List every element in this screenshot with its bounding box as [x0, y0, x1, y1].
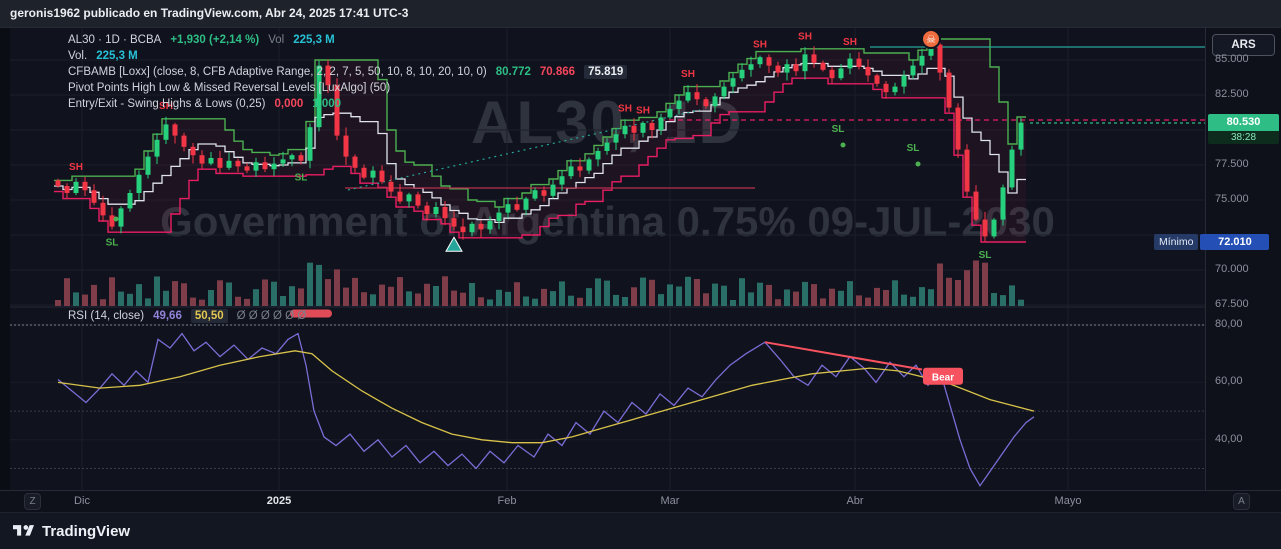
currency-button[interactable]: ARS: [1212, 34, 1275, 56]
last-price-value: 80.530: [1208, 113, 1279, 131]
candlestick-series: [55, 36, 1024, 242]
svg-text:SL: SL: [832, 124, 845, 135]
svg-text:SH: SH: [159, 101, 173, 112]
rsi-legend: RSI (14, close) 49,66 50,50 Ø Ø Ø Ø Ø Ø: [68, 309, 315, 326]
legend-item: +1,930 (+2,14 %): [170, 34, 260, 46]
legend-row: Pivot Points High Low & Missed Reversal …: [68, 82, 636, 98]
svg-text:SL: SL: [979, 250, 992, 261]
legend-item: RSI (14, close): [68, 310, 145, 322]
legend-item: 49,66: [153, 310, 182, 322]
publication-text: geronis1962 publicado en TradingView.com…: [10, 6, 409, 20]
skull-marker: [921, 29, 941, 49]
legend-item: 80.772: [495, 66, 531, 78]
svg-text:SH: SH: [798, 31, 812, 42]
legend-item: 1,000: [312, 98, 342, 110]
publication-header: geronis1962 publicado en TradingView.com…: [0, 0, 1281, 28]
legend-item: 0,000: [274, 98, 304, 110]
svg-text:Bear: Bear: [932, 373, 954, 384]
rsi-overbought-chip: [290, 309, 332, 318]
last-price-badge: 80.530 38:28: [1208, 113, 1279, 144]
time-axis-label: Mayo: [1054, 495, 1082, 507]
minimo-tag: Mínimo: [1154, 233, 1199, 250]
corner-badge-z[interactable]: Z: [24, 493, 41, 510]
legend-item: Vol: [268, 34, 285, 46]
pivot-markers: SH SH SH SH SH SH SH SH SL SL SL SL SL ☠: [69, 29, 992, 261]
svg-text:SH: SH: [753, 40, 767, 51]
corner-badge-a[interactable]: A: [1233, 493, 1250, 510]
svg-text:☠: ☠: [926, 34, 936, 46]
grid-layer: [10, 28, 1205, 490]
time-axis-label: Abr: [846, 495, 864, 507]
legend-item: 225,3 M: [293, 34, 335, 46]
rsi-ma-line: [57, 350, 1035, 444]
price-axis-label: 82.500: [1215, 88, 1249, 100]
bear-divergence-line: [764, 341, 923, 371]
price-axis-label: 85.000: [1215, 53, 1249, 65]
time-axis-label: Mar: [660, 495, 680, 507]
legend-row: Vol. 225,3 M: [68, 50, 636, 66]
rsi-axis-label: 60,00: [1215, 375, 1243, 388]
rsi-pane: Bear: [10, 309, 1205, 487]
rsi-line: [57, 332, 1035, 487]
legend-item: CFBAMB [Loxx] (close, 8, CFB Adaptive Ra…: [68, 66, 487, 78]
volume-series: [55, 260, 1024, 306]
legend-item: AL30 · 1D · BCBA: [68, 34, 162, 46]
time-axis-label: 2025: [266, 495, 292, 507]
svg-text:SL: SL: [106, 238, 119, 249]
price-chart-canvas[interactable]: SH SH SH SH SH SH SH SH SL SL SL SL SL ☠ Bear: [10, 28, 1205, 490]
legend-row: CFBAMB [Loxx] (close, 8, CFB Adaptive Ra…: [68, 65, 636, 82]
legend-item: Entry/Exit - Swing Highs & Lows (0,25): [68, 98, 266, 110]
svg-text:SL: SL: [295, 173, 308, 184]
chart-pane[interactable]: AL30, 1D Government of Argentina 0.75% 0…: [10, 28, 1205, 490]
legend-item: 225,3 M: [96, 50, 138, 62]
bear-label: [923, 367, 963, 385]
legend-item: Ø Ø Ø Ø Ø Ø: [236, 310, 307, 322]
legend-row: RSI (14, close) 49,66 50,50 Ø Ø Ø Ø Ø Ø: [68, 309, 315, 326]
price-axis-label: 67.500: [1215, 298, 1249, 310]
price-axis-label: 70.000: [1215, 263, 1249, 275]
svg-text:SL: SL: [907, 143, 920, 154]
entry-triangle-marker: [445, 236, 463, 252]
legend-row: Entry/Exit - Swing Highs & Lows (0,25) 0,…: [68, 98, 636, 114]
rsi-axis-label: 40,00: [1215, 432, 1243, 445]
session-low-row: Mínimo 72.010: [1154, 233, 1270, 250]
svg-text:SH: SH: [681, 69, 695, 80]
price-axis-label: 75.000: [1215, 193, 1249, 205]
legend-item: 70.866: [539, 66, 576, 78]
svg-text:SH: SH: [69, 162, 83, 173]
tradingview-logo-icon[interactable]: [13, 522, 34, 540]
legend-item: 50,50: [190, 309, 228, 323]
svg-text:SH: SH: [618, 103, 632, 114]
legend-item: 75.819: [584, 65, 628, 79]
price-axis[interactable]: ARS 85.000 82.500 77.500 75.000 70.000 67.500…: [1154, 28, 1281, 490]
svg-text:SH: SH: [843, 37, 857, 48]
legend-item: Pivot Points High Low & Missed Reversal …: [68, 82, 391, 94]
cfb-adaptive-range-band: [54, 38, 1026, 243]
bar-countdown: 38:28: [1208, 130, 1279, 144]
minimo-value: 72.010: [1200, 233, 1270, 250]
legend-row: AL30 · 1D · BCBA +1,930 (+2,14 %) Vol 225,3…: [68, 34, 636, 50]
legend-item: Vol.: [68, 50, 88, 62]
footer-bar: TradingView: [0, 512, 1281, 549]
tradingview-brand-text[interactable]: TradingView: [42, 522, 131, 540]
price-axis-label: 77.500: [1215, 158, 1249, 170]
time-axis-label: Dic: [74, 495, 90, 507]
indicator-legend: AL30 · 1D · BCBA +1,930 (+2,14 %) Vol 225,3…: [68, 34, 636, 114]
time-axis[interactable]: Z A Dic 2025 Feb Mar Abr Mayo: [0, 490, 1281, 512]
svg-text:SH: SH: [636, 105, 650, 116]
rsi-axis-label: 80,00: [1215, 318, 1243, 330]
time-axis-label: Feb: [497, 495, 517, 507]
